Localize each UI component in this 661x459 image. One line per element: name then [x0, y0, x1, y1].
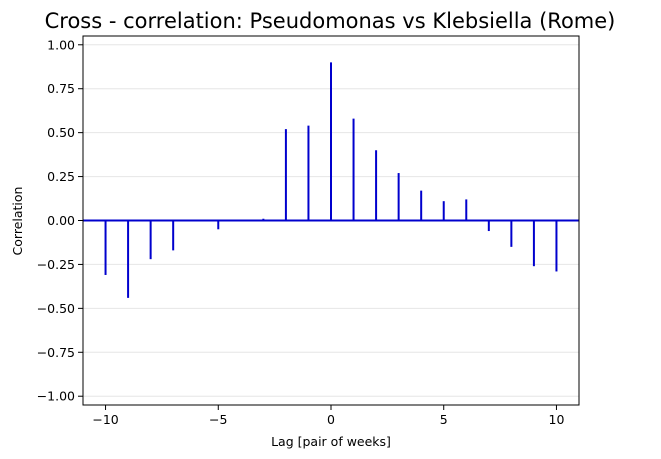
x-tick-label: −5: [209, 412, 227, 427]
y-tick-label: 0.75: [47, 81, 75, 96]
y-tick-label: −1.00: [37, 389, 75, 404]
y-tick-label: −0.50: [37, 301, 75, 316]
tick-layer: −1.00 −0.75 −0.50 −0.25 0.00 0.25 0.50 0.75 1.00…: [37, 37, 565, 427]
y-tick-label: 0.25: [47, 169, 75, 184]
y-tick-label: −0.25: [37, 257, 75, 272]
y-axis-label: Correlation: [10, 187, 25, 256]
stem-layer: [83, 62, 579, 298]
x-axis-label: Lag [pair of weeks]: [271, 434, 391, 449]
y-tick-label: −0.75: [37, 345, 75, 360]
chart-title: Cross - correlation: Pseudomonas vs Kleb…: [45, 9, 616, 33]
y-tick-label: 0.50: [47, 125, 75, 140]
y-tick-label: 1.00: [47, 37, 75, 52]
x-tick-label: 0: [327, 412, 335, 427]
x-tick-label: 5: [440, 412, 448, 427]
x-tick-label: −10: [92, 412, 118, 427]
y-tick-label: 0.00: [47, 213, 75, 228]
x-tick-label: 10: [549, 412, 565, 427]
